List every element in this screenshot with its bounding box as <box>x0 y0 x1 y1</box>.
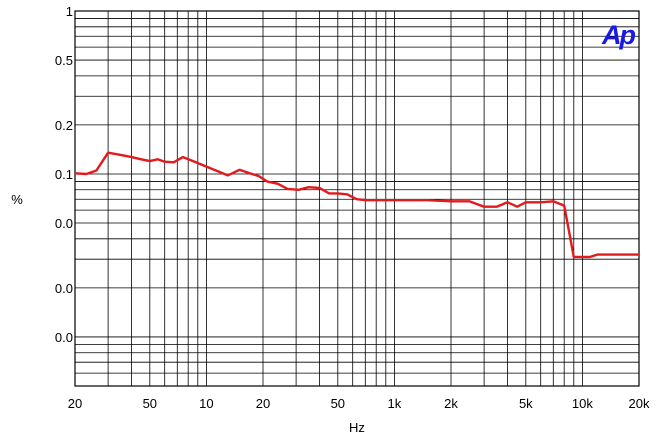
y-axis-ticks: 1 0.5 0.2 0.1 0.0 0.0 0.0 <box>55 4 73 345</box>
x-tick-label: 50 <box>331 396 345 411</box>
y-tick-label: 0.0 <box>55 216 73 231</box>
y-tick-label: 0.2 <box>55 118 73 133</box>
y-tick-label: 1 <box>66 4 73 19</box>
x-axis-label: Hz <box>349 420 365 435</box>
plot-frame <box>74 10 640 387</box>
x-tick-label: 1k <box>388 396 402 411</box>
x-tick-label: 50 <box>143 396 157 411</box>
x-tick-label: 2k <box>444 396 458 411</box>
y-tick-label: 0.0 <box>55 281 73 296</box>
y-tick-label: 0.1 <box>55 167 73 182</box>
y-tick-label: 0.5 <box>55 53 73 68</box>
series-layer <box>74 151 639 259</box>
x-tick-label: 10k <box>572 396 593 411</box>
x-axis-ticks: 20 50 10 20 50 1k 2k 5k 10k 20k <box>68 396 650 411</box>
x-tick-label: 20 <box>256 396 270 411</box>
series-line <box>74 151 639 259</box>
x-tick-label: 20 <box>68 396 82 411</box>
x-tick-label: 10 <box>199 396 213 411</box>
y-axis-label: % <box>11 192 23 207</box>
y-tick-label: 0.0 <box>55 330 73 345</box>
audio-precision-logo: Ap <box>601 20 635 50</box>
x-tick-label: 5k <box>519 396 533 411</box>
x-tick-label: 20k <box>629 396 650 411</box>
